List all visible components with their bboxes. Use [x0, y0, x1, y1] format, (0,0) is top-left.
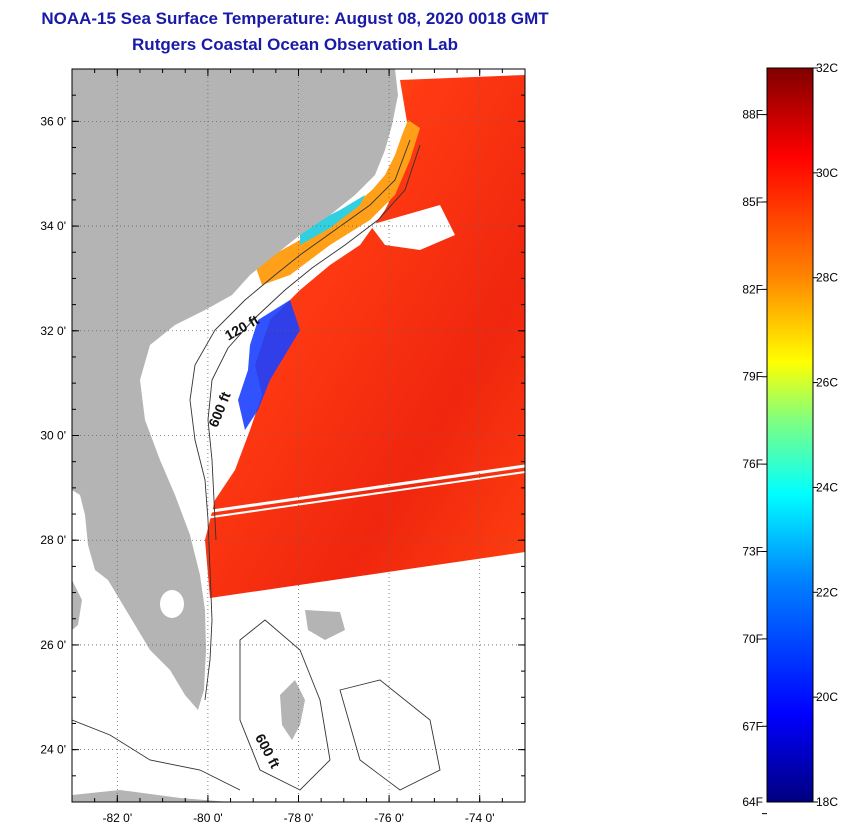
- land-bahamas: [280, 680, 305, 740]
- lat-tick-label: 36 0': [40, 114, 66, 128]
- colorbar-fahrenheit-label: 82F: [742, 282, 763, 296]
- contour-bahamas: [239, 619, 331, 791]
- land-us-coast: [72, 69, 398, 710]
- colorbar-fahrenheit-label: 73F: [742, 545, 763, 559]
- colorbar-fahrenheit-label: 67F: [742, 719, 763, 733]
- lon-tick-label: -78 0': [284, 811, 314, 825]
- lon-tick-label: -82 0': [102, 811, 132, 825]
- lon-tick-label: -76 0': [374, 811, 404, 825]
- sst-cold-patch: [238, 300, 300, 430]
- swath-gap-line: [204, 464, 525, 514]
- map-subtitle: Rutgers Coastal Ocean Observation Lab: [132, 35, 458, 54]
- colorbar-labels: 32C 30C 28C 26C 24C 22C 20C 18C 88F 85F 82F 79F 76F 7…: [742, 61, 838, 815]
- colorbar-celsius-label: 22C: [816, 585, 838, 599]
- lat-tick-label: 26 0': [40, 638, 66, 652]
- contour-keys: [72, 719, 241, 791]
- sst-cloud-gap: [370, 205, 455, 250]
- lon-tick-label: -74 0': [465, 811, 495, 825]
- contour-600ft: [207, 144, 421, 541]
- colorbar-fahrenheit-label: 79F: [742, 370, 763, 384]
- map-title: NOAA-15 Sea Surface Temperature: August …: [41, 9, 549, 28]
- sst-swath: [205, 75, 525, 598]
- colorbar-fahrenheit-label: 85F: [742, 195, 763, 209]
- contour-bahamas: [339, 679, 441, 791]
- colorbar-fahrenheit-label: 64F: [742, 795, 763, 809]
- swath-gap-line: [204, 471, 525, 519]
- map-ticks: 36 0' 34 0' 32 0' 30 0' 28 0' 26 0' 24 0' -82 0…: [40, 68, 526, 825]
- lake-okeechobee: [160, 590, 184, 618]
- colorbar-celsius-label: 20C: [816, 690, 838, 704]
- colorbar-celsius-label: 18C: [816, 795, 838, 809]
- lat-tick-label: 30 0': [40, 429, 66, 443]
- lon-tick-label: -80 0': [193, 811, 223, 825]
- colorbar-celsius-label: 26C: [816, 376, 838, 390]
- colorbar-celsius-label: 28C: [816, 271, 838, 285]
- map-content: [72, 69, 525, 802]
- sst-cyan-edge: [300, 195, 365, 245]
- sst-nearshore-cool: [255, 120, 420, 285]
- land-bahamas: [305, 610, 345, 640]
- colorbar-celsius-label: 30C: [816, 166, 838, 180]
- colorbar-celsius-label: 32C: [816, 61, 838, 75]
- lat-tick-label: 32 0': [40, 324, 66, 338]
- colorbar-fahrenheit-label: 70F: [742, 632, 763, 646]
- colorbar-celsius-label: 24C: [816, 480, 838, 494]
- land-gulf-coast: [72, 580, 82, 630]
- lat-tick-label: 34 0': [40, 219, 66, 233]
- colorbar: [766, 67, 814, 803]
- contour-120ft: [189, 139, 411, 701]
- contour-label: 600 ft: [252, 731, 283, 771]
- lat-tick-label: 28 0': [40, 533, 66, 547]
- colorbar-fahrenheit-label: 88F: [742, 108, 763, 122]
- lat-tick-label: 24 0': [40, 743, 66, 757]
- land-cuba: [72, 790, 230, 802]
- colorbar-fahrenheit-label: 76F: [742, 457, 763, 471]
